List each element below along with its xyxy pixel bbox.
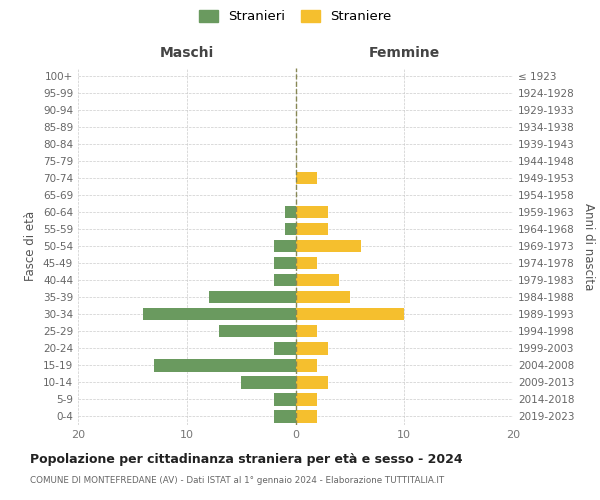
Bar <box>274 240 296 252</box>
Y-axis label: Anni di nascita: Anni di nascita <box>583 202 595 290</box>
Bar <box>296 172 317 184</box>
Text: Maschi: Maschi <box>160 46 214 60</box>
Text: Femmine: Femmine <box>368 46 440 60</box>
Bar <box>274 394 296 406</box>
Bar <box>296 360 317 372</box>
Text: Popolazione per cittadinanza straniera per età e sesso - 2024: Popolazione per cittadinanza straniera p… <box>30 452 463 466</box>
Bar <box>274 410 296 422</box>
Bar <box>154 360 296 372</box>
Bar <box>209 291 296 304</box>
Bar <box>296 342 328 354</box>
Bar <box>274 342 296 354</box>
Bar <box>296 376 328 388</box>
Bar <box>296 274 339 286</box>
Bar <box>296 394 317 406</box>
Bar <box>143 308 296 320</box>
Legend: Stranieri, Straniere: Stranieri, Straniere <box>199 10 392 23</box>
Bar <box>296 291 350 304</box>
Bar <box>296 240 361 252</box>
Bar <box>241 376 296 388</box>
Bar <box>296 206 328 218</box>
Bar <box>284 223 296 235</box>
Bar <box>274 257 296 270</box>
Bar <box>296 410 317 422</box>
Bar <box>220 325 296 338</box>
Bar <box>296 308 404 320</box>
Bar <box>296 257 317 270</box>
Y-axis label: Fasce di età: Fasce di età <box>25 211 37 282</box>
Bar <box>284 206 296 218</box>
Bar <box>296 223 328 235</box>
Text: COMUNE DI MONTEFREDANE (AV) - Dati ISTAT al 1° gennaio 2024 - Elaborazione TUTTI: COMUNE DI MONTEFREDANE (AV) - Dati ISTAT… <box>30 476 444 485</box>
Bar <box>274 274 296 286</box>
Bar <box>296 325 317 338</box>
